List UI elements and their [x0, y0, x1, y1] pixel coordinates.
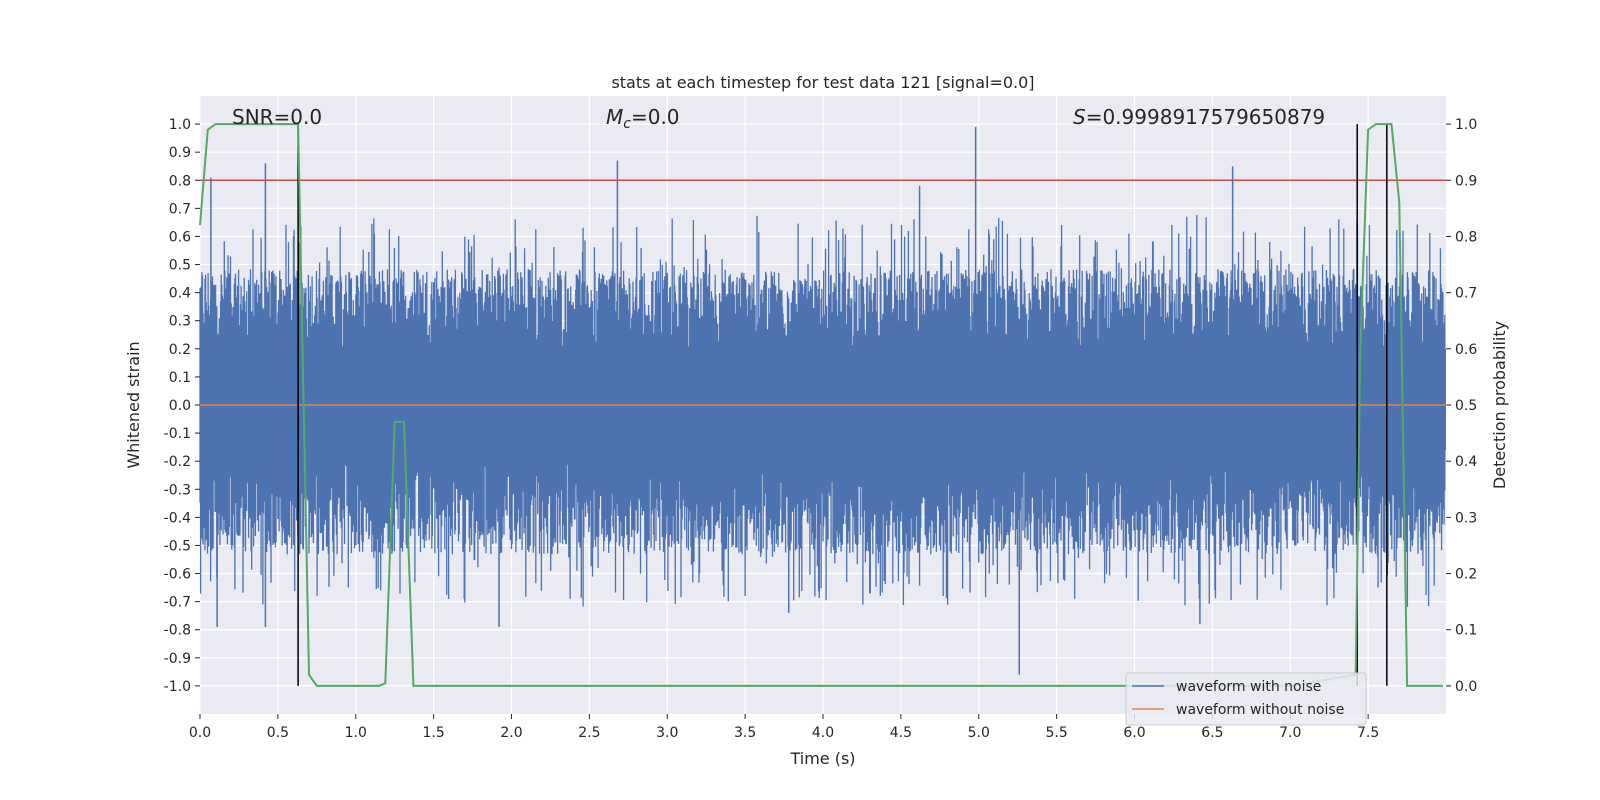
legend-label-clean: waveform without noise — [1176, 702, 1344, 718]
y-right-tick-label: 0.0 — [1455, 679, 1477, 695]
legend-box — [1125, 672, 1367, 726]
y-tick-label: 0.7 — [169, 201, 191, 217]
y-tick-label: 0.9 — [169, 145, 191, 161]
y-tick-label: 0.8 — [169, 173, 191, 189]
y-right-tick-label: 0.9 — [1455, 173, 1477, 189]
x-tick-label: 0.0 — [189, 725, 211, 741]
y-tick-label: 0.2 — [169, 342, 191, 358]
x-tick-label: 3.0 — [656, 725, 678, 741]
y-axis-label: Whitened strain — [124, 341, 143, 468]
x-tick-label: 5.5 — [1045, 725, 1067, 741]
waveform-with-noise-series — [199, 126, 1446, 675]
x-tick-label: 4.5 — [890, 725, 912, 741]
y-tick-label: 0.0 — [169, 398, 191, 414]
y-tick-label: -0.2 — [164, 454, 191, 470]
x-tick-label: 5.0 — [968, 725, 990, 741]
x-tick-label: 3.5 — [734, 725, 756, 741]
x-axis-label: Time (s) — [789, 749, 855, 768]
y-tick-label: -0.7 — [164, 595, 191, 611]
x-tick-label: 1.0 — [345, 725, 367, 741]
axis-ticks: 0.0 0.5 1.0 1.5 2.0 2.5 3.0 3.5 4.0 4.5 5.0 5.5 6.0 6… — [164, 117, 1478, 741]
chart-marks — [199, 123, 1446, 687]
y-tick-label: 0.3 — [169, 314, 191, 330]
snr-annotation: SNR=0.0 — [232, 105, 322, 129]
detection-probability-line — [199, 123, 1443, 687]
x-tick-label: 6.0 — [1123, 725, 1145, 741]
y-tick-label: 1.0 — [169, 117, 191, 133]
x-tick-label: 0.5 — [267, 725, 289, 741]
y-right-tick-label: 0.8 — [1455, 229, 1477, 245]
y-right-tick-label: 0.3 — [1455, 510, 1477, 526]
chirp-mass-annotation: Mc=0.0 — [606, 105, 680, 132]
x-tick-label: 7.0 — [1279, 725, 1301, 741]
y-tick-label: -0.5 — [164, 538, 191, 554]
legend: waveform with noise waveform without noi… — [1125, 672, 1367, 726]
y-right-tick-label: 0.7 — [1455, 286, 1477, 302]
y-right-tick-label: 0.5 — [1455, 398, 1477, 414]
x-tick-label: 2.0 — [500, 725, 522, 741]
y-tick-label: 0.1 — [169, 370, 191, 386]
waveform-with-noise-core — [200, 348, 1446, 450]
x-tick-label: 2.5 — [578, 725, 600, 741]
y-tick-label: -0.8 — [164, 623, 191, 639]
y-right-tick-label: 1.0 — [1455, 117, 1477, 133]
x-tick-label: 1.5 — [422, 725, 444, 741]
s-annotation: S=0.9998917579650879 — [1073, 105, 1325, 129]
y-tick-label: -0.9 — [164, 651, 191, 667]
y-right-tick-label: 0.2 — [1455, 567, 1477, 583]
y-right-axis-label: Detection probability — [1490, 321, 1509, 489]
y-right-tick-label: 0.6 — [1455, 342, 1477, 358]
y-tick-label: 0.5 — [169, 258, 191, 274]
y-tick-label: 0.4 — [169, 286, 191, 302]
y-tick-label: -0.4 — [164, 510, 191, 526]
chart-title: stats at each timestep for test data 121… — [611, 73, 1034, 92]
y-tick-label: -0.6 — [164, 567, 191, 583]
y-right-tick-label: 0.4 — [1455, 454, 1477, 470]
x-tick-label: 6.5 — [1201, 725, 1223, 741]
y-right-tick-label: 0.1 — [1455, 623, 1477, 639]
x-tick-label: 4.0 — [812, 725, 834, 741]
x-tick-label: 7.5 — [1357, 725, 1379, 741]
legend-label-noise: waveform with noise — [1176, 679, 1321, 695]
y-tick-label: -0.1 — [164, 426, 191, 442]
y-tick-label: -1.0 — [164, 679, 191, 695]
y-tick-label: 0.6 — [169, 229, 191, 245]
y-tick-label: -0.3 — [164, 482, 191, 498]
